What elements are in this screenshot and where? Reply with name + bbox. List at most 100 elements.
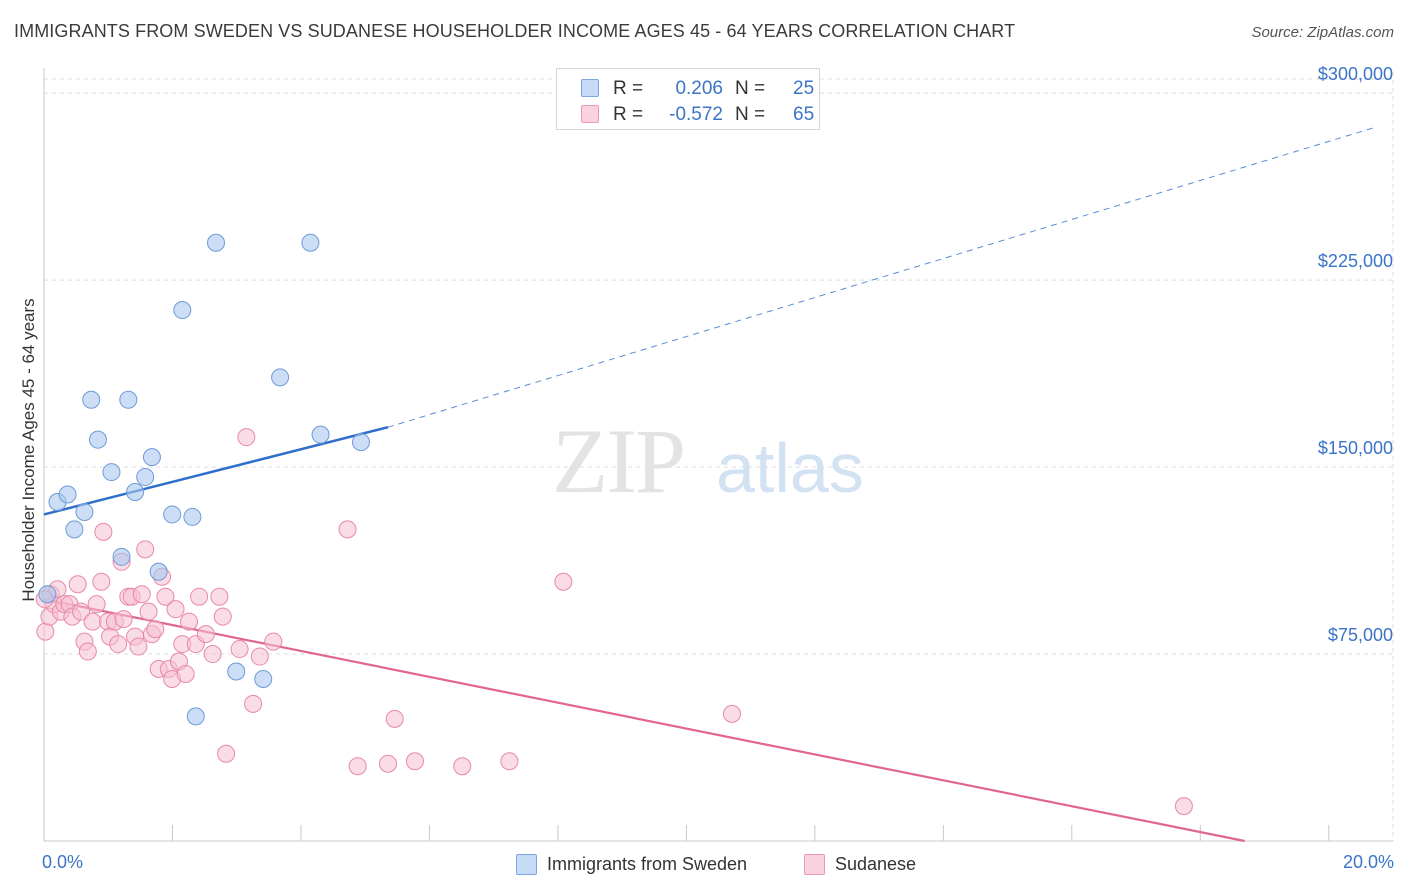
series-sudanese xyxy=(35,428,1193,816)
series-legend-label-sudanese: Sudanese xyxy=(835,854,917,874)
data-point-sudanese xyxy=(136,540,155,559)
data-point-sudanese xyxy=(500,752,519,771)
data-point-sweden xyxy=(352,433,371,452)
data-point-sudanese xyxy=(250,647,269,666)
chart-axes xyxy=(43,68,1393,842)
data-point-sweden xyxy=(119,390,138,409)
data-point-sudanese xyxy=(166,600,185,619)
data-point-sweden xyxy=(38,585,57,604)
series-legend-swatch-sweden xyxy=(516,854,537,875)
legend-n-label: N = xyxy=(735,78,766,99)
legend-r-label: R = xyxy=(613,104,644,125)
data-point-sweden xyxy=(82,390,101,409)
data-point-sweden xyxy=(183,507,202,526)
y-tick-label: $300,000 xyxy=(1317,64,1393,85)
data-point-sudanese xyxy=(114,610,133,629)
watermark: ZIP atlas xyxy=(552,410,864,512)
data-point-sudanese xyxy=(378,754,397,773)
data-point-sudanese xyxy=(87,595,106,614)
trend-line-sweden-extended xyxy=(387,127,1373,428)
data-point-sweden xyxy=(112,547,131,566)
data-point-sudanese xyxy=(176,664,195,683)
data-point-sudanese xyxy=(180,612,199,631)
data-point-sweden xyxy=(271,368,290,387)
source-label: Source: ZipAtlas.com xyxy=(1251,24,1394,41)
data-point-sudanese xyxy=(453,757,472,776)
trend-line-sweden xyxy=(43,425,389,516)
data-point-sudanese xyxy=(385,709,404,728)
data-point-sweden xyxy=(254,669,273,688)
data-point-sudanese xyxy=(94,522,113,541)
data-point-sweden xyxy=(75,502,94,521)
data-point-sudanese xyxy=(217,744,236,763)
data-point-sudanese xyxy=(338,520,357,539)
legend-n-value: 25 xyxy=(793,78,815,99)
trend-line-sudanese xyxy=(43,598,1245,843)
data-point-sudanese xyxy=(244,694,263,713)
data-point-sudanese xyxy=(196,625,215,644)
data-point-sweden xyxy=(227,662,246,681)
data-point-sudanese xyxy=(1174,797,1193,816)
y-axis-label-wrap: Householder Income Ages 45 - 64 years xyxy=(14,60,44,840)
legend-swatch-sweden xyxy=(581,79,599,97)
data-point-sudanese xyxy=(156,587,175,606)
data-point-sudanese xyxy=(72,602,91,621)
data-point-sudanese xyxy=(109,635,128,654)
data-point-sudanese xyxy=(83,612,102,631)
y-tick-label: $75,000 xyxy=(1327,625,1393,646)
watermark-zip: ZIP xyxy=(552,410,684,512)
data-point-sweden xyxy=(102,463,121,482)
data-point-sweden xyxy=(301,233,320,252)
data-point-sweden xyxy=(186,707,205,726)
data-point-sudanese xyxy=(68,575,87,594)
data-point-sudanese xyxy=(132,585,151,604)
series-legend-label-sweden: Immigrants from Sweden xyxy=(547,854,748,874)
legend-swatch-sudanese xyxy=(581,105,599,123)
y-tick-label: $225,000 xyxy=(1317,251,1393,272)
data-point-sudanese xyxy=(230,640,249,659)
data-point-sweden xyxy=(163,505,182,524)
data-point-sudanese xyxy=(722,704,741,723)
data-point-sudanese xyxy=(210,587,229,606)
data-point-sweden xyxy=(142,448,161,467)
x-tick-max: 20.0% xyxy=(1342,852,1394,872)
series-legend: Immigrants from Sweden Sudanese xyxy=(0,852,1406,878)
data-point-sudanese xyxy=(237,428,256,447)
data-point-sudanese xyxy=(213,607,232,626)
data-point-sweden xyxy=(173,301,192,320)
series-legend-swatch-sudanese xyxy=(804,854,825,875)
data-point-sudanese xyxy=(554,572,573,591)
data-point-sweden xyxy=(58,485,77,504)
data-point-sudanese xyxy=(264,632,283,651)
correlation-legend: R = 0.206 N = 25 R = -0.572 N = 65 xyxy=(556,68,820,130)
legend-n-value: 65 xyxy=(793,104,815,125)
data-point-sudanese xyxy=(78,642,97,661)
series-sweden xyxy=(38,233,371,726)
chart-title: IMMIGRANTS FROM SWEDEN VS SUDANESE HOUSE… xyxy=(14,21,1016,41)
legend-r-value: -0.572 xyxy=(669,104,723,125)
data-point-sudanese xyxy=(146,620,165,639)
y-axis-label: Householder Income Ages 45 - 64 years xyxy=(19,298,38,602)
data-point-sweden xyxy=(88,430,107,449)
data-point-sudanese xyxy=(348,757,367,776)
trend-lines xyxy=(43,127,1373,843)
data-point-sudanese xyxy=(129,637,148,656)
legend-r-label: R = xyxy=(613,78,644,99)
data-point-sweden xyxy=(136,468,155,487)
legend-r-value: 0.206 xyxy=(675,78,723,99)
x-tick-min: 0.0% xyxy=(42,852,84,872)
data-point-sweden xyxy=(126,483,145,502)
data-point-sudanese xyxy=(139,602,158,621)
data-point-sudanese xyxy=(92,572,111,591)
data-point-sudanese xyxy=(405,752,424,771)
data-point-sweden xyxy=(206,233,225,252)
y-tick-label: $150,000 xyxy=(1317,438,1393,459)
legend-n-label: N = xyxy=(735,104,766,125)
watermark-atlas: atlas xyxy=(716,429,864,507)
data-point-sweden xyxy=(149,562,168,581)
data-point-sweden xyxy=(65,520,84,539)
data-point-sudanese xyxy=(190,587,209,606)
data-point-sweden xyxy=(311,425,330,444)
data-point-sudanese xyxy=(203,645,222,664)
